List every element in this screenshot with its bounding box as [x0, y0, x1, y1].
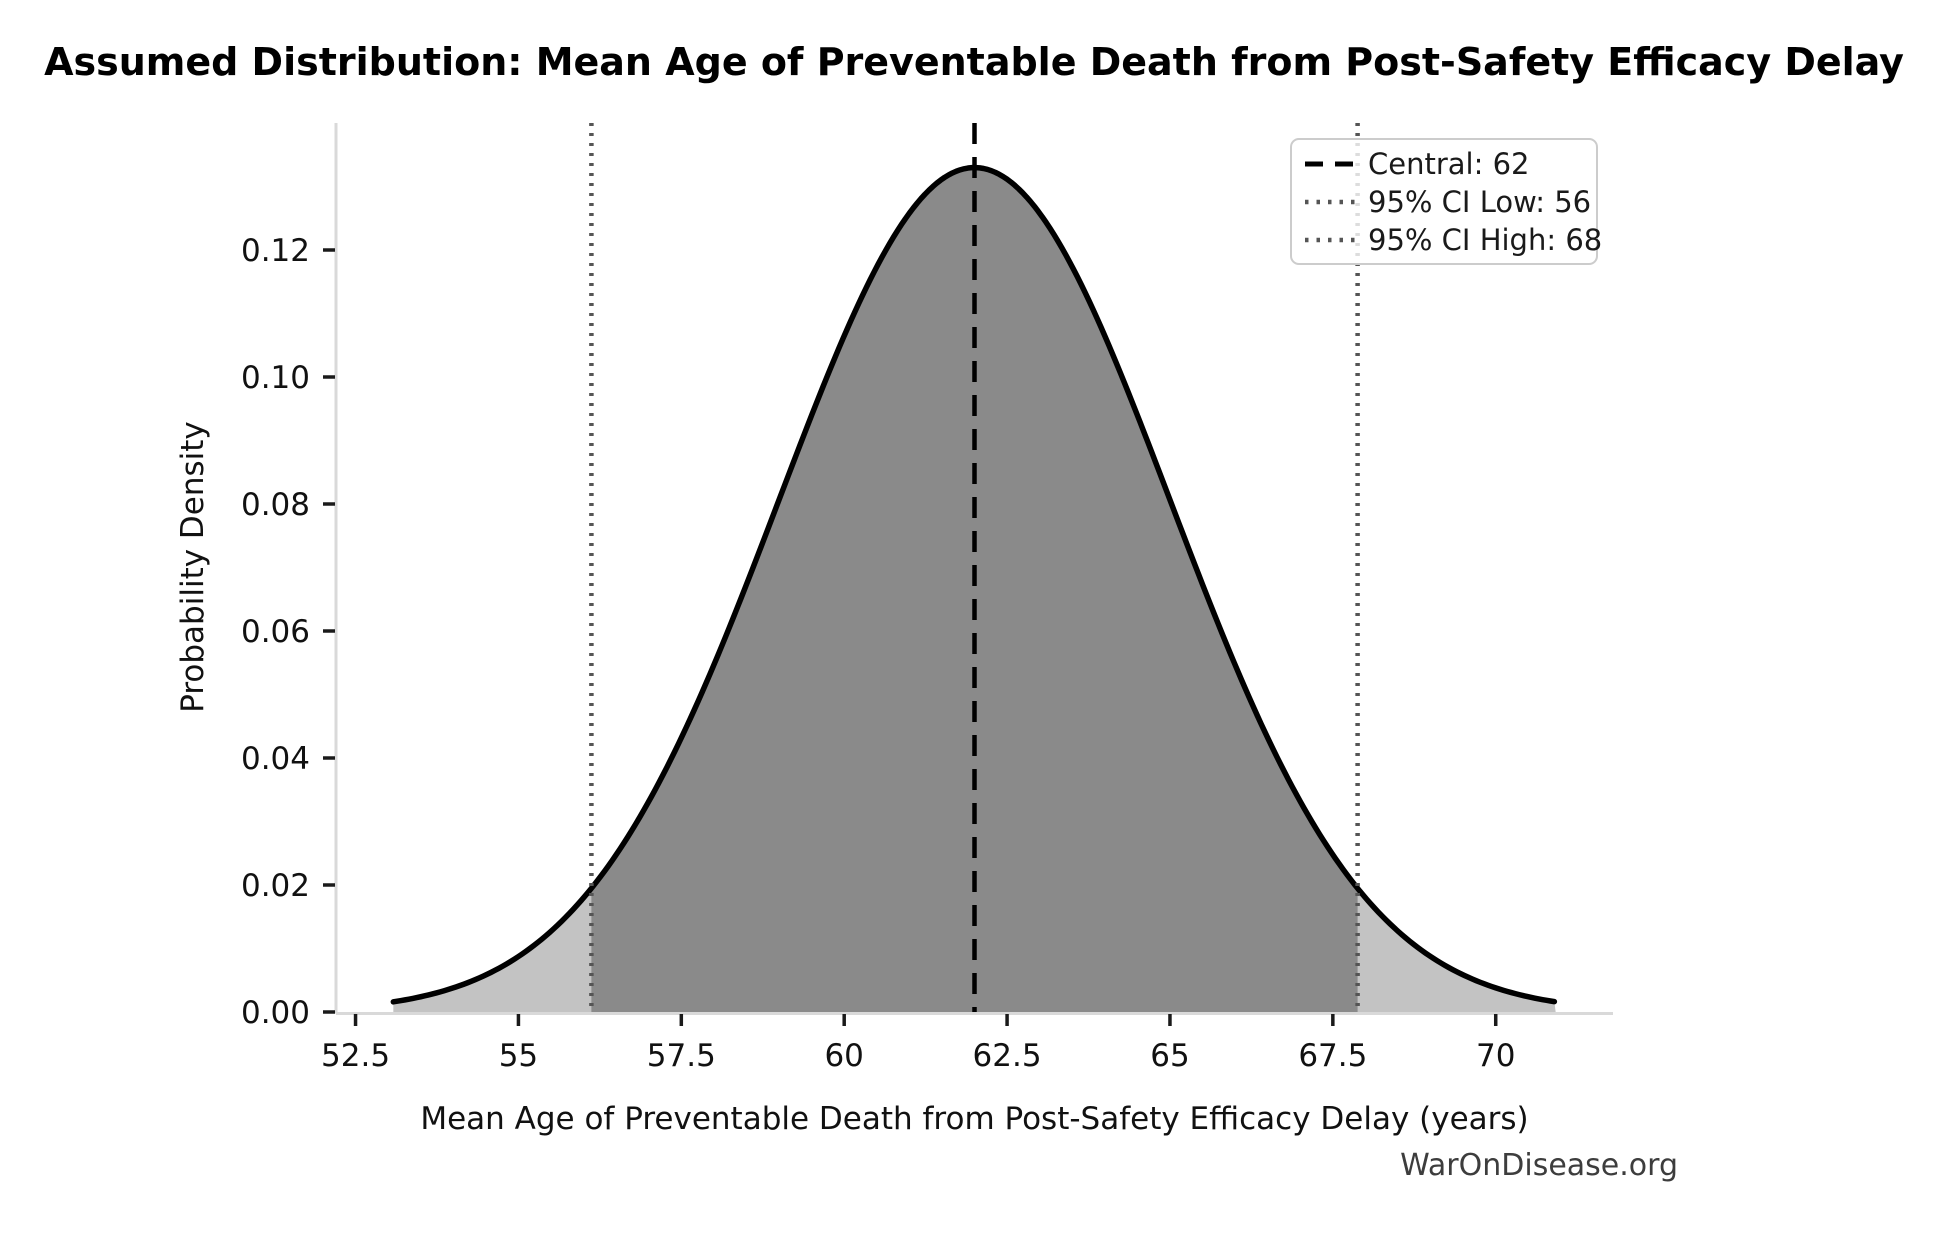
x-tick-label: 65: [1150, 1038, 1189, 1074]
y-tick-label: 0.06: [241, 614, 310, 650]
y-tick-label: 0.00: [241, 995, 310, 1031]
x-tick-label: 60: [824, 1038, 863, 1074]
x-tick-label: 62.5: [973, 1038, 1042, 1074]
x-tick-label: 67.5: [1298, 1038, 1367, 1074]
y-tick-label: 0.08: [241, 487, 310, 523]
legend-entry-ci-high: 95% CI High: 68: [1304, 221, 1602, 259]
x-tick-label: 57.5: [647, 1038, 716, 1074]
ci-region-fill: [591, 167, 1358, 1012]
legend-label-ci-high: 95% CI High: 68: [1368, 222, 1603, 257]
dashed-line-sample-icon: [1305, 161, 1355, 166]
y-tick-label: 0.10: [241, 360, 310, 396]
x-tick-label: 70: [1476, 1038, 1515, 1074]
legend: Central: 62 95% CI Low: 56 95% CI High: …: [1290, 138, 1602, 265]
x-tick-label: 55: [499, 1038, 538, 1074]
dotted-line-sample-icon: [1305, 237, 1355, 242]
legend-label-central: Central: 62: [1368, 146, 1530, 181]
y-tick-label: 0.12: [241, 233, 310, 269]
y-tick-label: 0.04: [241, 741, 310, 777]
x-tick-label: 52.5: [321, 1038, 390, 1074]
legend-entry-ci-low: 95% CI Low: 56: [1304, 183, 1596, 221]
watermark: WarOnDisease.org: [1400, 1148, 1678, 1183]
dotted-line-sample-icon: [1305, 199, 1355, 204]
legend-label-ci-low: 95% CI Low: 56: [1368, 184, 1592, 219]
y-tick-label: 0.02: [241, 868, 310, 904]
y-axis-label: Probability Density: [175, 421, 211, 713]
legend-entry-central: Central: 62: [1304, 145, 1596, 183]
x-axis-label: Mean Age of Preventable Death from Post-…: [420, 1101, 1529, 1137]
chart-title: Assumed Distribution: Mean Age of Preven…: [44, 40, 1904, 84]
